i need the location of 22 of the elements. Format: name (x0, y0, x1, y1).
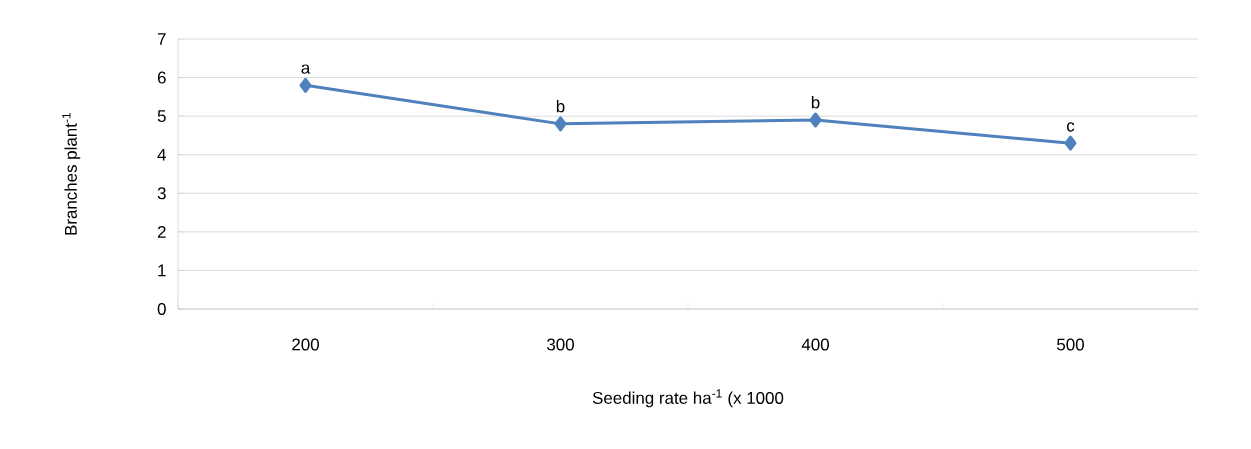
y-tick-label: 7 (157, 33, 166, 45)
annotation: a (301, 64, 311, 74)
annotation: b (811, 96, 820, 109)
x-tick-label: 400 (801, 338, 829, 351)
point (809, 112, 822, 128)
annotation: b (556, 99, 565, 113)
y-tick-label: 6 (157, 71, 166, 84)
x-tick-label: 500 (1057, 338, 1084, 351)
y-tick-label: 4 (157, 148, 166, 161)
y-tick-label: 5 (157, 110, 166, 123)
y-tick-label: 2 (157, 225, 166, 238)
point (299, 77, 312, 93)
x-axis-title: Seeding rate ha$^{-1}$ (x 1000 (592, 389, 784, 408)
y-tick-label: 3 (157, 187, 166, 200)
annotation: c (1066, 122, 1075, 132)
point (1064, 135, 1077, 151)
y-tick-label: 1 (158, 264, 166, 277)
x-tick-label: 200 (292, 338, 319, 351)
y-axis-title: Branches plant$^{-1}$ (62, 113, 81, 235)
x-tick-label: 300 (547, 338, 574, 351)
y-tick-label: 0 (157, 303, 166, 315)
point (554, 116, 567, 132)
